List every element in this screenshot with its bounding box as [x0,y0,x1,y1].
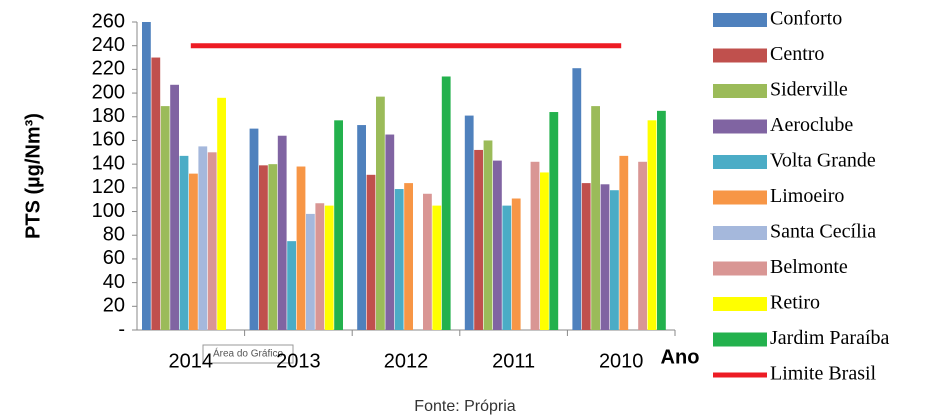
y-tick-label: 120 [92,176,125,198]
y-tick-label: 40 [103,271,125,293]
bar [394,189,404,330]
bar [502,205,512,330]
bar [142,22,151,330]
y-tick-label: 200 [92,81,125,103]
bar [217,97,226,330]
legend-swatch [713,332,767,347]
tooltip-box [202,344,294,364]
bar [334,120,343,330]
y-tick-label: 180 [92,105,125,127]
legend-label: Conforto [770,8,842,30]
bar [600,184,610,330]
bar [464,115,474,330]
legend-label: Retiro [770,292,820,314]
x-axis-label: Ano [661,346,700,368]
bar [198,146,208,330]
legend-label: Jardim Paraíba [770,327,890,349]
legend-label: Centro [770,43,824,65]
bar [366,174,376,330]
bar [324,205,334,330]
y-tick-label: 20 [103,295,125,317]
bar [277,135,287,330]
bar [572,68,582,330]
y-tick-label: - [118,318,125,340]
bar [549,112,559,331]
bar [610,190,619,330]
bar [530,161,540,330]
bar [474,149,483,330]
legend-swatch [713,226,767,240]
bar [306,213,315,330]
bar [315,203,325,330]
legend-swatch [713,84,767,98]
legend-swatch [713,190,767,205]
legend-swatch [713,155,767,169]
tooltip: Área do Gráfico [213,347,283,360]
bar [160,106,170,330]
bar [259,165,268,330]
legend-label: Aeroclube [770,114,853,136]
bar [376,96,385,330]
bar [619,155,629,330]
bar [151,57,161,331]
bar [657,110,666,330]
bar [638,161,647,330]
y-tick-label: 260 [92,10,125,32]
bar [170,84,179,331]
legend-swatch [713,48,767,63]
legend-label: Limite Brasil [770,363,877,385]
bar [647,120,657,330]
x-tick-label: 2010 [599,350,644,372]
bar [189,173,198,330]
legend-label: Belmonte [770,256,848,278]
legend-swatch [713,261,767,276]
legend-label: Volta Grande [770,150,876,172]
bar [207,152,217,330]
bar [423,193,432,330]
bar [511,198,521,330]
legend-label: Siderville [770,79,848,101]
x-tick-label: 2014 [169,350,214,372]
y-axis-label: PTS (µg/Nm³) [22,113,44,239]
bar [591,106,600,330]
x-tick-label: 2011 [492,350,535,372]
bar [581,183,591,330]
x-tick-label: 2012 [384,350,429,372]
legend-swatch [713,297,767,311]
bar [385,134,395,330]
x-tick-label: 2013 [276,350,321,372]
y-tick-label: 240 [92,34,125,56]
y-tick-label: 160 [92,129,125,151]
y-tick-label: 60 [103,247,125,269]
legend-label: Limoeiro [770,185,844,207]
source: Fonte: Própria [414,398,515,415]
bar [357,125,366,330]
legend-swatch [713,119,767,134]
bar [249,128,259,330]
bar [441,76,451,330]
bar [179,155,189,330]
bar [268,164,278,330]
bar [540,172,549,330]
bar [493,160,502,330]
y-tick-label: 80 [103,224,125,246]
bar [287,241,296,330]
y-tick-label: 220 [92,58,125,80]
bar [404,183,413,330]
bar [483,140,493,330]
legend-swatch [713,13,767,27]
y-tick-label: 140 [92,152,125,174]
bar [296,166,306,330]
legend-label: Santa Cecília [770,221,876,243]
y-tick-label: 100 [92,200,125,222]
bar [432,205,442,330]
